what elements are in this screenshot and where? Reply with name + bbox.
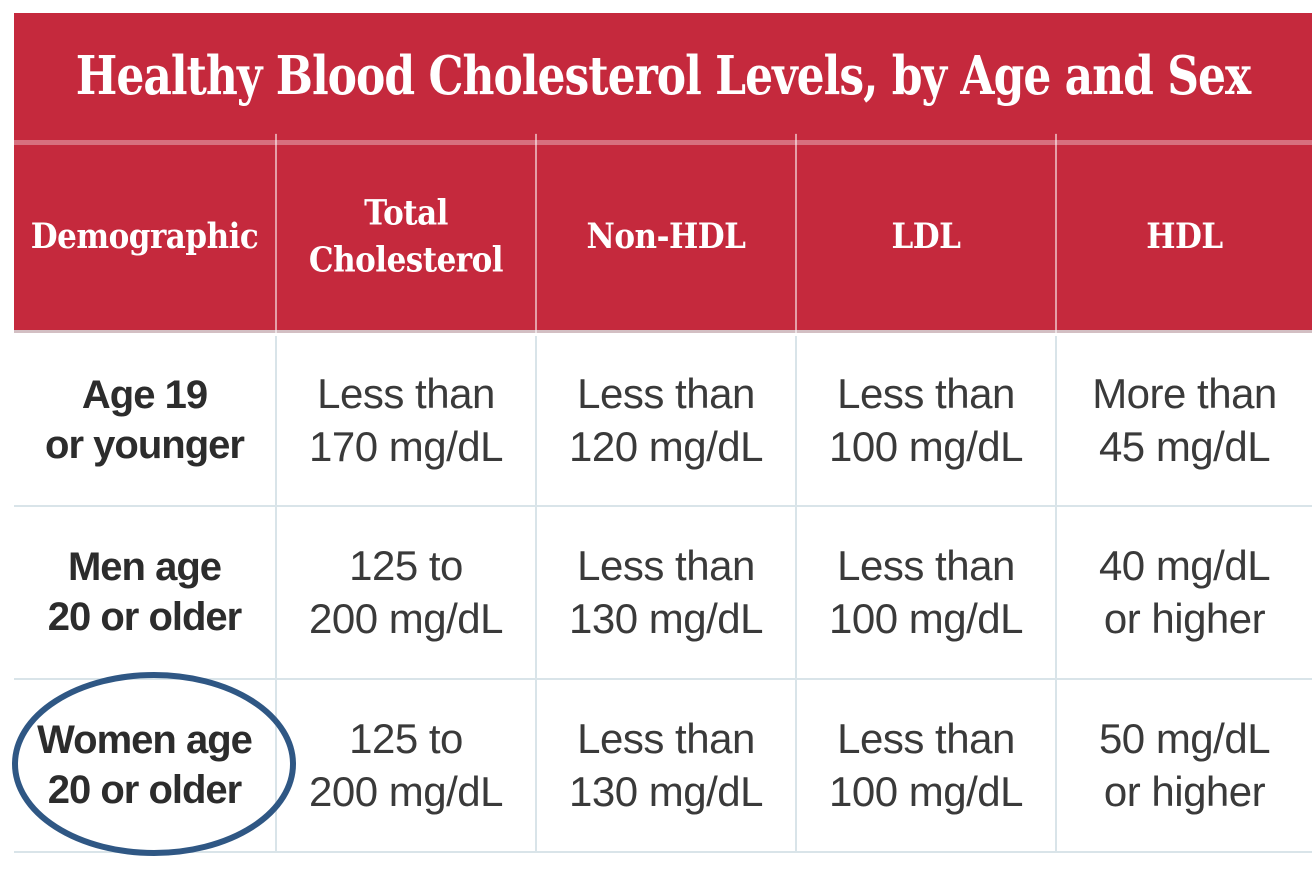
cell-demographic-circled: Women age 20 or older	[37, 717, 253, 812]
header-cell-ldl: LDL	[795, 133, 1055, 342]
page-title: Healthy Blood Cholesterol Levels, by Age…	[75, 45, 1251, 108]
cell-hdl: 50 mg/dL or higher	[1055, 680, 1312, 851]
cell-non-hdl: Less than 130 mg/dL	[535, 507, 795, 678]
cell-total-cholesterol: Less than 170 mg/dL	[275, 336, 535, 505]
cell-hdl: More than 45 mg/dL	[1055, 336, 1312, 505]
header-cell-total-cholesterol: Total Cholesterol	[275, 133, 535, 342]
data-grid: Age 19 or younger Less than 170 mg/dL Le…	[14, 336, 1312, 853]
cell-total-cholesterol: 125 to 200 mg/dL	[275, 507, 535, 678]
header-label: Total	[364, 192, 448, 234]
cell-demographic: Men age 20 or older	[47, 544, 243, 639]
title-banner: Healthy Blood Cholesterol Levels, by Age…	[14, 13, 1312, 145]
header-cell-demographic: Demographic	[14, 134, 275, 341]
cell-non-hdl: Less than 120 mg/dL	[535, 336, 795, 505]
header-label: HDL	[1146, 216, 1223, 257]
cell-ldl: Less than 100 mg/dL	[795, 336, 1055, 505]
cell-demographic: Age 19 or younger	[45, 372, 245, 467]
cell-hdl: 40 mg/dL or higher	[1055, 507, 1312, 678]
cell-total-cholesterol: 125 to 200 mg/dL	[275, 680, 535, 851]
header-cell-non-hdl: Non-HDL	[535, 133, 795, 342]
table-header-row: Demographic Total Cholesterol Non-HDL LD…	[14, 133, 1312, 342]
table-row-age-19: Age 19 or younger Less than 170 mg/dL Le…	[14, 336, 1312, 505]
cell-non-hdl: Less than 130 mg/dL	[535, 680, 795, 851]
header-cell-hdl: HDL	[1055, 133, 1312, 342]
cell-ldl: Less than 100 mg/dL	[795, 680, 1055, 851]
table-row-men-20: Men age 20 or older 125 to 200 mg/dL Les…	[14, 505, 1312, 678]
cell-ldl: Less than 100 mg/dL	[795, 507, 1055, 678]
header-label: Demographic	[30, 216, 259, 257]
table-row-women-20: Women age 20 or older 125 to 200 mg/dL L…	[14, 678, 1312, 851]
header-label: LDL	[891, 216, 961, 257]
header-label: Non-HDL	[586, 216, 746, 257]
